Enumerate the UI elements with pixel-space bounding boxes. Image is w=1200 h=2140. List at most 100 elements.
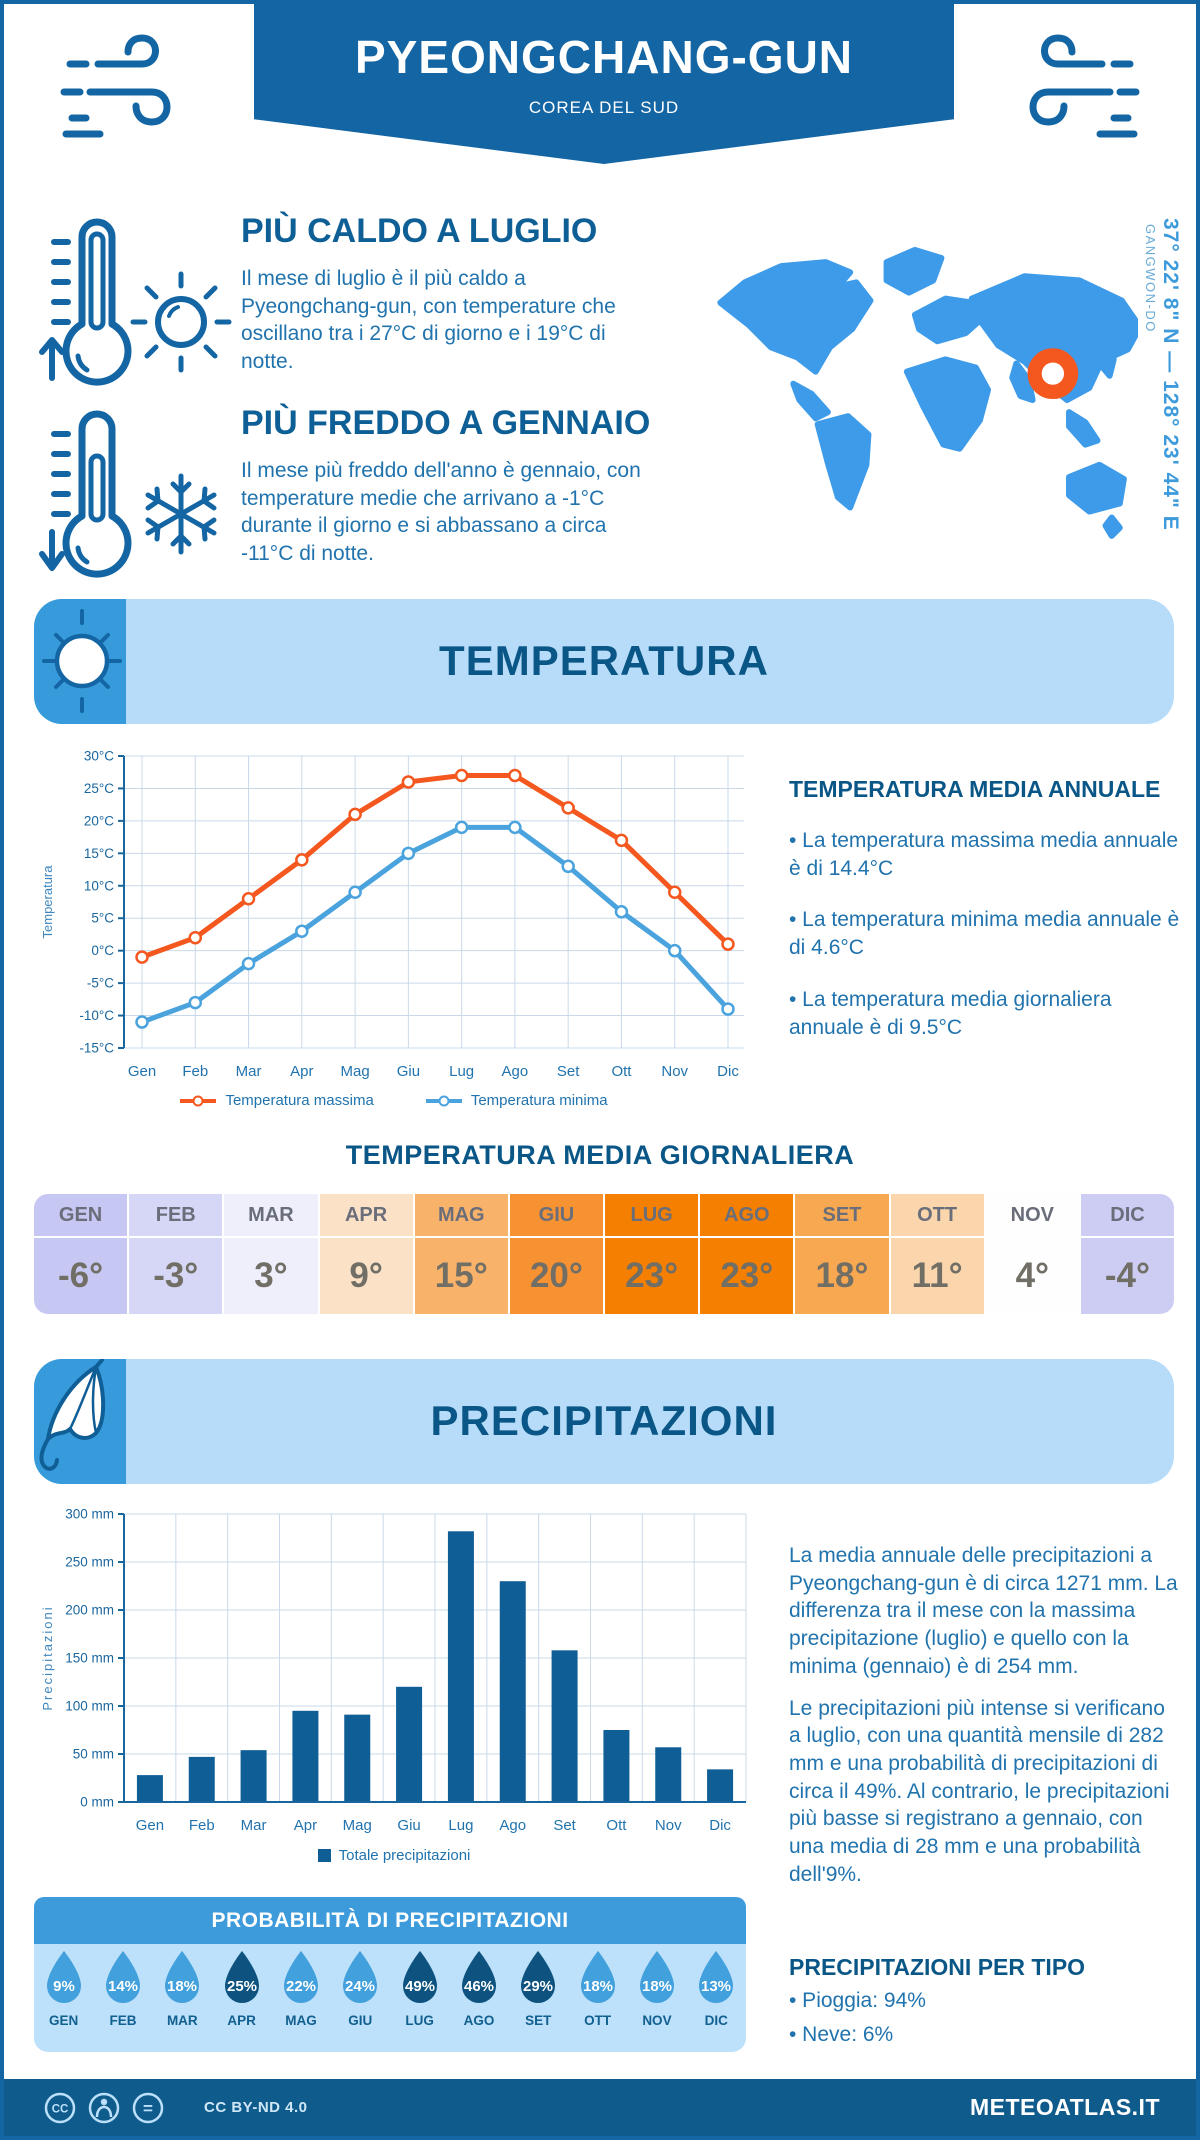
section-title: TEMPERATURA — [439, 637, 769, 684]
legend-item: Temperatura minima — [425, 1092, 608, 1109]
month-label: GIU — [509, 1194, 604, 1238]
per-tipo-heading: PRECIPITAZIONI PER TIPO — [789, 1954, 1086, 1980]
water-drop-icon: 18% — [165, 1951, 200, 2003]
svg-text:-10°C: -10°C — [79, 1008, 114, 1023]
precipitation-text-panel: La media annuale delle precipitazioni a … — [789, 1542, 1181, 1903]
svg-text:18%: 18% — [167, 1978, 197, 1995]
month-mean-temperature: 23° — [625, 1256, 679, 1295]
highlight-text: Il mese più freddo dell'anno è gennaio, … — [241, 459, 641, 566]
svg-text:Temperatura: Temperatura — [40, 865, 55, 939]
svg-text:Dic: Dic — [717, 1063, 739, 1080]
footer: CC = CC BY-ND 4.0 METEOATLAS.IT — [4, 2079, 1196, 2136]
month-column-dic: DIC -4° — [1080, 1194, 1174, 1314]
svg-text:Mar: Mar — [241, 1817, 267, 1834]
legend-label: Totale precipitazioni — [338, 1847, 471, 1864]
legend-item: Totale precipitazioni — [317, 1847, 471, 1864]
svg-text:20°C: 20°C — [84, 813, 114, 828]
legend-label: Temperatura minima — [470, 1092, 608, 1109]
month-mean-temperature: 20° — [529, 1256, 583, 1295]
month-column-lug: LUG 23° — [605, 1194, 701, 1314]
svg-text:Gen: Gen — [136, 1817, 164, 1834]
month-label: LUG — [605, 1194, 699, 1238]
month-mean-temperature: -4° — [1104, 1256, 1151, 1295]
drop-month-label: NOV — [642, 2013, 672, 2028]
water-drop-icon: 29% — [521, 1951, 556, 2003]
svg-text:-5°C: -5°C — [87, 976, 114, 991]
month-column-gen: GEN -6° — [34, 1194, 130, 1314]
month-column-set: SET 18° — [795, 1194, 891, 1314]
svg-text:Precipitazioni: Precipitazioni — [40, 1605, 55, 1710]
world-map — [717, 246, 1138, 539]
highlight-title: PIÙ FREDDO A GENNAIO — [241, 404, 651, 442]
probability-drop-ago: 46% AGO — [449, 1949, 508, 2052]
region-text: GANGWON-DO — [1143, 224, 1158, 333]
sun-icon — [42, 609, 122, 713]
probability-drop-ott: 18% OTT — [568, 1949, 627, 2052]
highlight-coldest: PIÙ FREDDO A GENNAIO Il mese più freddo … — [36, 396, 696, 591]
water-drop-icon: 49% — [402, 1951, 437, 2003]
annual-bullet: • La temperatura massima media annuale è… — [789, 829, 1179, 880]
svg-text:Apr: Apr — [294, 1817, 317, 1834]
month-column-ago: AGO 23° — [700, 1194, 796, 1314]
month-mean-temperature: 15° — [434, 1256, 488, 1295]
svg-text:0°C: 0°C — [91, 943, 114, 958]
month-label: MAG — [414, 1194, 508, 1238]
month-mean-temperature: 23° — [720, 1256, 774, 1295]
drop-month-label: DIC — [704, 2013, 728, 2028]
probability-drop-dic: 13% DIC — [687, 1949, 746, 2052]
svg-text:-15°C: -15°C — [79, 1041, 114, 1056]
precipitation-bar-chart: 0 mm 50 mm 100 mm 150 mm 200 mm 250 mm 300 mm G… — [40, 1507, 747, 1834]
svg-text:Giu: Giu — [397, 1817, 420, 1834]
water-drop-icon: 14% — [105, 1951, 140, 2003]
month-label: NOV — [985, 1194, 1079, 1238]
svg-text:250 mm: 250 mm — [65, 1555, 114, 1570]
thermometer-up-sun-icon — [39, 218, 232, 386]
svg-text:5°C: 5°C — [91, 911, 114, 926]
svg-text:300 mm: 300 mm — [65, 1507, 114, 1522]
title-banner: PYEONGCHANG-GUN COREA DEL SUD — [254, 4, 954, 164]
annual-heading: TEMPERATURA MEDIA ANNUALE — [789, 776, 1161, 802]
drop-month-label: APR — [227, 2013, 256, 2028]
temperature-section-banner: TEMPERATURA — [34, 599, 1174, 724]
probability-drop-giu: 24% GIU — [331, 1949, 390, 2052]
drop-month-label: MAR — [166, 2013, 198, 2028]
svg-text:200 mm: 200 mm — [65, 1603, 114, 1618]
month-column-apr: APR 9° — [319, 1194, 415, 1314]
precipitation-paragraph: La media annuale delle precipitazioni a … — [789, 1544, 1178, 1678]
month-label: FEB — [129, 1194, 223, 1238]
drop-month-label: OTT — [584, 2013, 612, 2028]
water-drop-icon: 46% — [461, 1951, 496, 2003]
precipitation-paragraph: Le precipitazioni più intense si verific… — [789, 1696, 1170, 1886]
probability-drop-set: 29% SET — [509, 1949, 568, 2052]
month-column-mar: MAR 3° — [224, 1194, 320, 1314]
daily-mean-heading: TEMPERATURA MEDIA GIORNALIERA — [345, 1140, 855, 1170]
precipitation-chart-legend: Totale precipitazioni — [36, 1847, 752, 1866]
drop-month-label: AGO — [463, 2013, 495, 2028]
drop-month-label: GIU — [348, 2013, 373, 2028]
precipitation-type-panel: PRECIPITAZIONI PER TIPO • Pioggia: 94% • … — [789, 1954, 1181, 2048]
svg-text:Ago: Ago — [499, 1817, 526, 1834]
water-drop-icon: 25% — [224, 1951, 259, 2003]
month-label: GEN — [34, 1194, 128, 1238]
svg-text:30°C: 30°C — [84, 749, 114, 764]
month-column-mag: MAG 15° — [414, 1194, 510, 1314]
water-drop-icon: 13% — [699, 1951, 734, 2003]
highlight-text: Il mese di luglio è il più caldo a Pyeon… — [241, 267, 616, 374]
month-label: DIC — [1080, 1194, 1174, 1238]
probability-drop-mag: 22% MAG — [271, 1949, 330, 2052]
drop-month-label: LUG — [405, 2013, 434, 2028]
svg-text:18%: 18% — [642, 1978, 672, 1995]
svg-text:CC: CC — [52, 2103, 69, 2115]
svg-text:100 mm: 100 mm — [65, 1699, 114, 1714]
svg-text:Gen: Gen — [128, 1063, 156, 1080]
license-text: CC BY-ND 4.0 — [204, 2099, 308, 2116]
legend-item: Temperatura massima — [180, 1092, 374, 1109]
probability-drop-apr: 25% APR — [212, 1949, 271, 2052]
svg-text:10°C: 10°C — [84, 878, 114, 893]
probability-drop-mar: 18% MAR — [153, 1949, 212, 2052]
svg-text:Nov: Nov — [655, 1817, 682, 1834]
month-mean-temperature: -3° — [153, 1256, 199, 1295]
svg-text:15°C: 15°C — [84, 846, 114, 861]
water-drop-icon: 18% — [580, 1951, 615, 2003]
